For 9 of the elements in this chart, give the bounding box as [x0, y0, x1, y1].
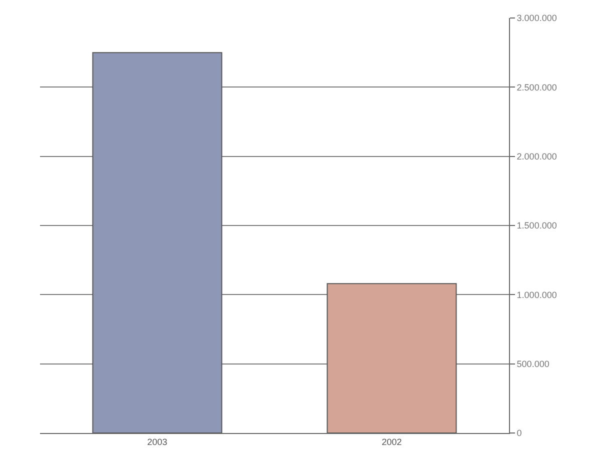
y-tick-label: 3.000.000	[516, 13, 557, 24]
y-tick-label: 1.000.000	[516, 290, 557, 300]
y-tick-label: 1.500.000	[516, 220, 557, 231]
x-tick-label: 2003	[147, 436, 168, 447]
y-tick-label: 500.000	[516, 358, 550, 369]
y-tick-label: 0	[516, 428, 522, 438]
y-tick-label: 2.000.000	[516, 151, 557, 162]
y-tick-label: 2.500.000	[516, 82, 557, 92]
x-tick-label: 2002	[382, 436, 402, 447]
